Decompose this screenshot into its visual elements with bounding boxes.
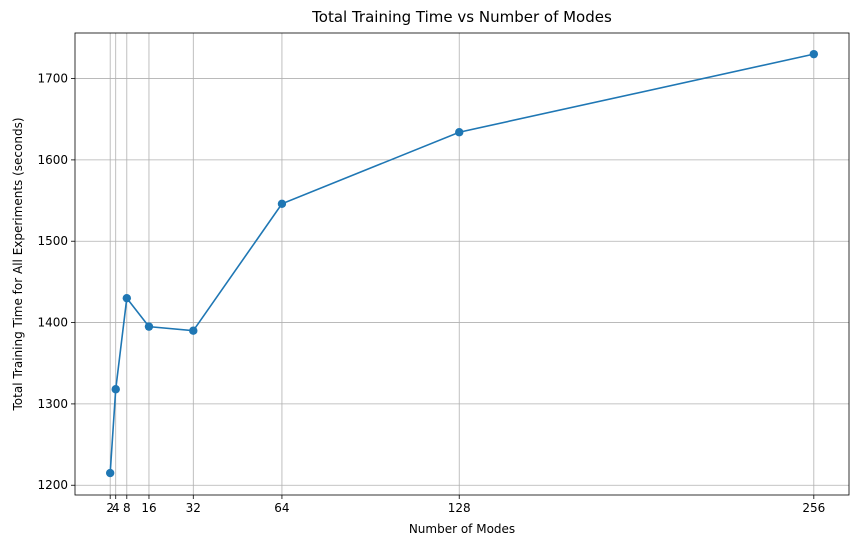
series-line [109,53,814,474]
y-tick-label: 1700 [37,72,68,86]
data-point [809,49,819,59]
data-point [189,326,198,335]
x-tick-label: 8 [123,501,131,515]
series-layer [105,49,819,478]
y-tick-label: 1200 [37,478,68,492]
x-axis-label: Number of Modes [409,522,515,536]
data-point [144,322,154,331]
x-tick-label: 32 [186,501,201,515]
data-point [105,468,115,478]
y-axis-label: Total Training Time for All Experiments … [11,117,25,411]
x-tick-label: 64 [274,501,289,515]
y-tick-label: 1300 [37,397,68,411]
x-tick-label: 2 [106,501,114,515]
y-tick-label: 1400 [37,316,68,330]
x-tick-label: 16 [141,501,156,515]
y-tick-label: 1600 [37,153,68,167]
y-tick-label: 1500 [37,234,68,248]
x-tick-label: 4 [112,501,120,515]
chart-title: Total Training Time vs Number of Modes [311,8,612,26]
tick-layer: 24 8 16 32 64 128 256 1200 1300 1400 1500 1600 1700 [37,72,825,515]
plot-frame [74,32,850,496]
x-tick-label: 256 [802,501,825,515]
data-point [111,385,120,394]
x-tick-label: 128 [448,501,471,515]
grid-layer [75,33,849,495]
data-point [122,293,132,303]
data-point [455,128,464,137]
data-point [277,199,287,209]
